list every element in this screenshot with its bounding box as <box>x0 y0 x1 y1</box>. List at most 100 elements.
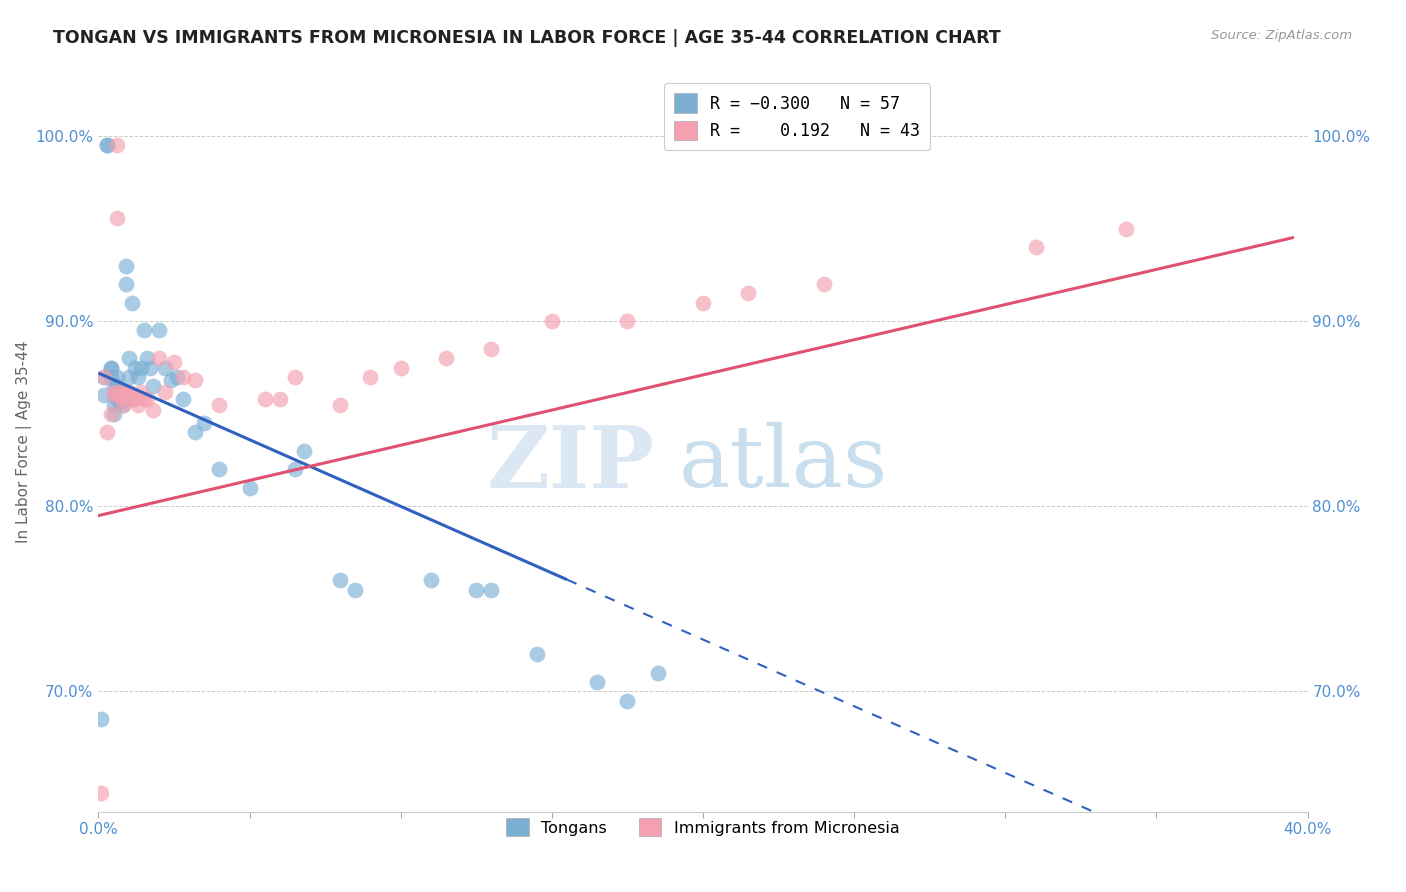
Point <box>389 360 412 375</box>
Point <box>93 388 115 402</box>
Point <box>269 392 291 406</box>
Point <box>114 259 136 273</box>
Point <box>129 384 152 399</box>
Point <box>647 665 669 680</box>
Point <box>105 138 128 153</box>
Point <box>108 384 131 399</box>
Point <box>124 392 146 406</box>
Point <box>692 295 714 310</box>
Point <box>813 277 835 292</box>
Y-axis label: In Labor Force | Age 35-44: In Labor Force | Age 35-44 <box>17 341 32 542</box>
Point <box>100 360 122 375</box>
Point <box>160 374 183 388</box>
Point <box>96 138 118 153</box>
Point <box>96 138 118 153</box>
Point <box>118 351 141 366</box>
Point <box>108 384 131 399</box>
Point <box>132 323 155 337</box>
Point <box>526 648 548 662</box>
Point <box>329 397 352 411</box>
Point <box>148 351 170 366</box>
Point <box>184 425 207 440</box>
Point <box>105 392 128 406</box>
Text: atlas: atlas <box>679 422 889 506</box>
Point <box>100 360 122 375</box>
Point <box>344 582 367 597</box>
Point <box>153 384 176 399</box>
Point <box>481 342 503 356</box>
Point <box>737 286 759 301</box>
Point <box>465 582 488 597</box>
Point <box>127 397 149 411</box>
Point <box>118 384 141 399</box>
Point <box>142 403 165 417</box>
Point <box>1115 221 1137 235</box>
Point <box>103 388 125 402</box>
Point <box>163 355 186 369</box>
Point <box>105 383 128 397</box>
Point <box>540 314 562 328</box>
Point <box>292 443 315 458</box>
Point <box>193 416 215 430</box>
Point <box>284 462 307 476</box>
Point <box>100 369 122 384</box>
Point <box>105 369 128 384</box>
Point <box>108 388 131 402</box>
Point <box>111 397 134 411</box>
Point <box>93 369 115 384</box>
Point <box>208 397 231 411</box>
Point <box>124 360 146 375</box>
Point <box>172 369 194 384</box>
Point <box>616 314 638 328</box>
Point <box>172 392 194 406</box>
Point <box>121 392 143 406</box>
Point <box>105 379 128 393</box>
Point <box>118 369 141 384</box>
Text: Source: ZipAtlas.com: Source: ZipAtlas.com <box>1212 29 1353 42</box>
Point <box>108 392 131 406</box>
Point <box>111 392 134 406</box>
Point <box>111 392 134 406</box>
Point <box>420 574 443 588</box>
Point <box>253 392 276 406</box>
Point <box>108 388 131 402</box>
Point <box>90 786 112 800</box>
Point <box>284 369 307 384</box>
Point <box>586 675 609 690</box>
Point <box>132 392 155 406</box>
Point <box>103 407 125 421</box>
Point <box>239 481 262 495</box>
Point <box>127 369 149 384</box>
Point <box>1024 240 1046 254</box>
Point <box>139 360 162 375</box>
Point <box>434 351 457 366</box>
Text: TONGAN VS IMMIGRANTS FROM MICRONESIA IN LABOR FORCE | AGE 35-44 CORRELATION CHAR: TONGAN VS IMMIGRANTS FROM MICRONESIA IN … <box>53 29 1001 46</box>
Point <box>103 397 125 411</box>
Text: ZIP: ZIP <box>486 422 655 506</box>
Point <box>103 384 125 399</box>
Point <box>93 369 115 384</box>
Point <box>108 388 131 402</box>
Point <box>103 388 125 402</box>
Point <box>103 379 125 393</box>
Point <box>208 462 231 476</box>
Point <box>129 360 152 375</box>
Point <box>108 383 131 397</box>
Point <box>114 384 136 399</box>
Point <box>481 582 503 597</box>
Legend: Tongans, Immigrants from Micronesia: Tongans, Immigrants from Micronesia <box>498 810 908 845</box>
Point <box>121 295 143 310</box>
Point <box>105 211 128 225</box>
Point <box>96 425 118 440</box>
Point <box>329 574 352 588</box>
Point <box>111 397 134 411</box>
Point <box>616 694 638 708</box>
Point <box>100 407 122 421</box>
Point <box>166 369 188 384</box>
Point <box>111 388 134 402</box>
Point <box>360 369 382 384</box>
Point <box>184 374 207 388</box>
Point <box>153 360 176 375</box>
Point <box>142 379 165 393</box>
Point <box>135 392 157 406</box>
